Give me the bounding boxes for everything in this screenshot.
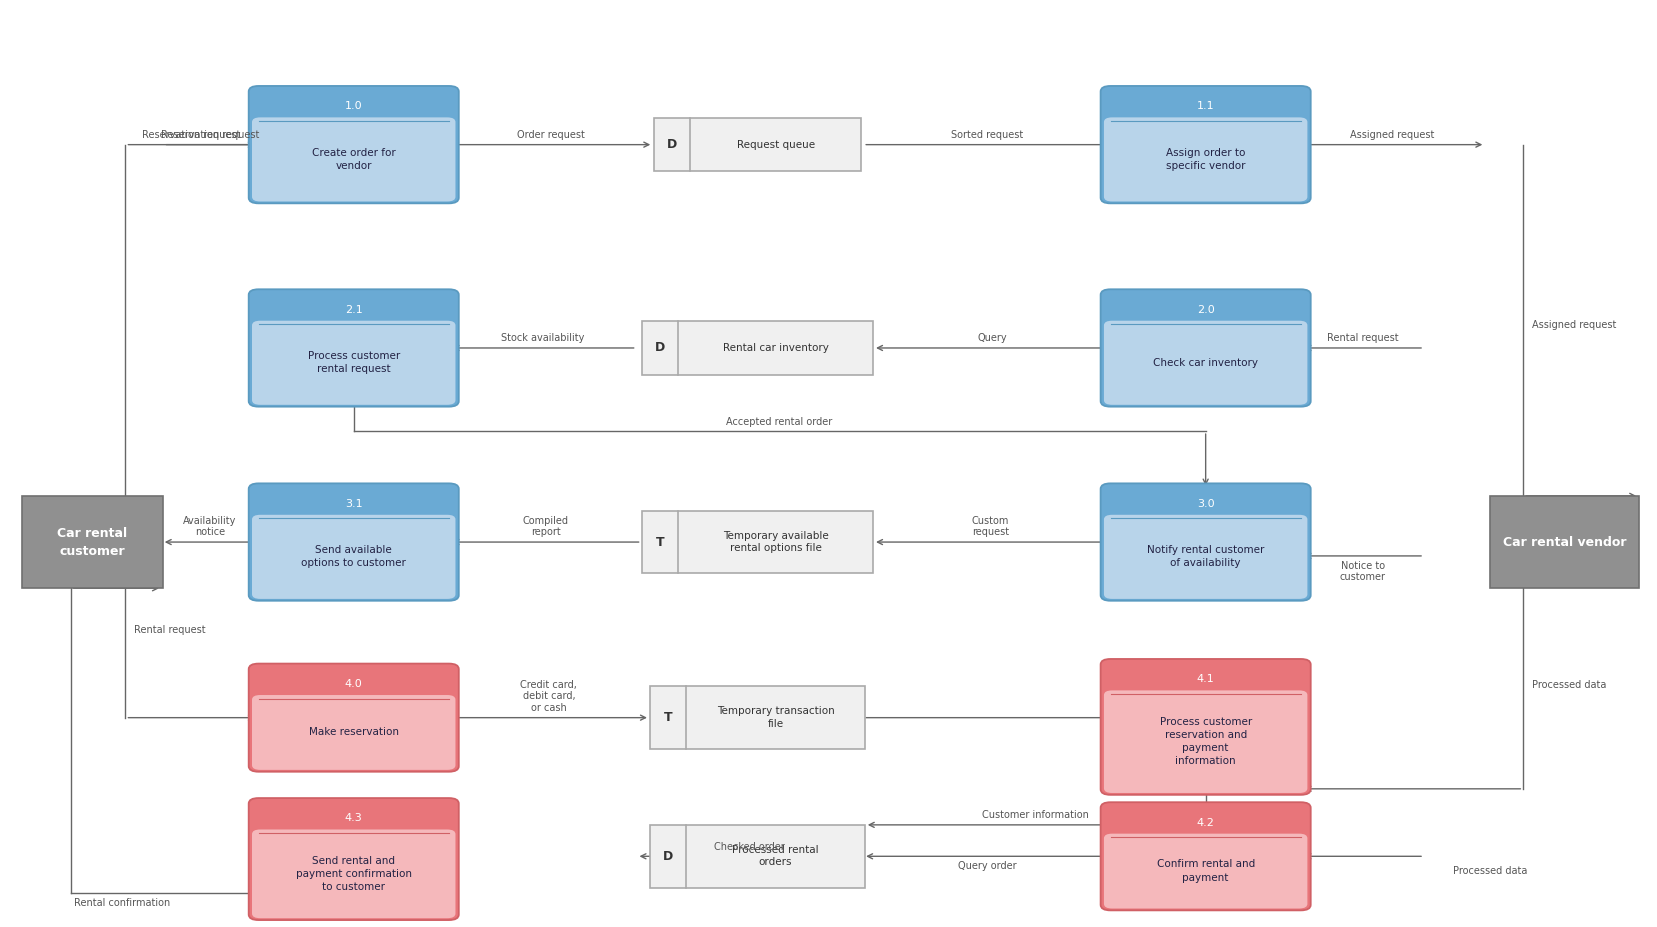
Bar bbox=[22, 496, 162, 589]
Text: Create order for
vendor: Create order for vendor bbox=[312, 147, 396, 171]
FancyBboxPatch shape bbox=[252, 514, 456, 599]
FancyBboxPatch shape bbox=[1100, 289, 1311, 407]
FancyBboxPatch shape bbox=[252, 118, 456, 201]
Text: Query: Query bbox=[978, 334, 1007, 343]
FancyBboxPatch shape bbox=[1104, 691, 1307, 793]
FancyBboxPatch shape bbox=[252, 695, 456, 770]
Bar bbox=[655, 118, 860, 171]
Text: Process customer
reservation and
payment
information: Process customer reservation and payment… bbox=[1160, 717, 1251, 767]
FancyBboxPatch shape bbox=[249, 798, 459, 921]
Bar bbox=[1490, 496, 1639, 589]
Text: Order request: Order request bbox=[517, 130, 585, 140]
Text: Customer information: Customer information bbox=[983, 810, 1089, 820]
Text: 1.1: 1.1 bbox=[1196, 101, 1215, 111]
Text: 4.3: 4.3 bbox=[345, 813, 363, 823]
Text: Confirm rental and
payment: Confirm rental and payment bbox=[1157, 859, 1254, 883]
Text: Make reservation: Make reservation bbox=[308, 728, 399, 738]
Text: Processed data: Processed data bbox=[1531, 680, 1606, 691]
Text: Rental request: Rental request bbox=[134, 625, 205, 635]
FancyBboxPatch shape bbox=[252, 830, 456, 919]
Text: Assign order to
specific vendor: Assign order to specific vendor bbox=[1167, 147, 1246, 171]
Text: Notice to
customer: Notice to customer bbox=[1341, 561, 1385, 582]
Text: Processed
data: Processed data bbox=[1531, 531, 1581, 552]
FancyBboxPatch shape bbox=[249, 483, 459, 601]
Text: Send rental and
payment confirmation
to customer: Send rental and payment confirmation to … bbox=[295, 856, 411, 892]
FancyBboxPatch shape bbox=[1104, 321, 1307, 405]
Text: Assigned request: Assigned request bbox=[1350, 130, 1435, 140]
FancyBboxPatch shape bbox=[1100, 483, 1311, 601]
Text: 2.1: 2.1 bbox=[345, 305, 363, 314]
FancyBboxPatch shape bbox=[249, 289, 459, 407]
Text: Rental request: Rental request bbox=[1327, 334, 1399, 343]
Text: Assigned request: Assigned request bbox=[1531, 320, 1616, 330]
FancyBboxPatch shape bbox=[1104, 833, 1307, 908]
Text: 4.1: 4.1 bbox=[1196, 674, 1215, 684]
Text: Notify rental customer
of availability: Notify rental customer of availability bbox=[1147, 545, 1264, 568]
FancyBboxPatch shape bbox=[249, 86, 459, 203]
Bar bbox=[650, 686, 865, 749]
Text: T: T bbox=[664, 711, 673, 724]
Text: Send available
options to customer: Send available options to customer bbox=[302, 545, 406, 568]
Bar bbox=[641, 321, 873, 375]
Text: Accepted rental order: Accepted rental order bbox=[726, 416, 832, 426]
Text: Processed rental
orders: Processed rental orders bbox=[732, 845, 819, 868]
Text: 1.0: 1.0 bbox=[345, 101, 363, 111]
Text: D: D bbox=[663, 850, 673, 863]
Text: D: D bbox=[668, 138, 678, 151]
Text: 4.0: 4.0 bbox=[345, 679, 363, 689]
FancyBboxPatch shape bbox=[1100, 802, 1311, 910]
Text: 2.0: 2.0 bbox=[1196, 305, 1215, 314]
Text: Rental confirmation: Rental confirmation bbox=[75, 898, 171, 908]
Text: 4.2: 4.2 bbox=[1196, 818, 1215, 828]
Bar bbox=[650, 825, 865, 888]
Text: Availability
notice: Availability notice bbox=[184, 515, 237, 538]
FancyBboxPatch shape bbox=[1104, 118, 1307, 201]
Text: Reservation request: Reservation request bbox=[143, 130, 240, 140]
FancyBboxPatch shape bbox=[252, 321, 456, 405]
Text: Checked order: Checked order bbox=[714, 842, 784, 852]
Text: Stock availability: Stock availability bbox=[500, 334, 583, 343]
Text: 3.0: 3.0 bbox=[1196, 499, 1215, 509]
FancyBboxPatch shape bbox=[1100, 86, 1311, 203]
Text: Car rental vendor: Car rental vendor bbox=[1503, 536, 1627, 549]
Text: Temporary available
rental options file: Temporary available rental options file bbox=[722, 531, 828, 553]
Text: T: T bbox=[656, 536, 664, 549]
Bar bbox=[641, 511, 873, 574]
FancyBboxPatch shape bbox=[249, 664, 459, 772]
Text: Reservation request: Reservation request bbox=[161, 130, 258, 140]
Text: Processed data: Processed data bbox=[1453, 866, 1528, 875]
FancyBboxPatch shape bbox=[1100, 659, 1311, 794]
Text: D: D bbox=[655, 341, 664, 354]
Text: Custom
request: Custom request bbox=[973, 515, 1009, 538]
Text: Query order: Query order bbox=[958, 861, 1017, 870]
FancyBboxPatch shape bbox=[1104, 514, 1307, 599]
Text: Check car inventory: Check car inventory bbox=[1153, 358, 1258, 368]
Text: Credit card,
debit card,
or cash: Credit card, debit card, or cash bbox=[520, 679, 577, 713]
Text: Rental car inventory: Rental car inventory bbox=[722, 343, 828, 353]
Text: Temporary transaction
file: Temporary transaction file bbox=[717, 706, 835, 729]
Text: Sorted request: Sorted request bbox=[951, 130, 1024, 140]
Text: Request queue: Request queue bbox=[736, 140, 815, 149]
Text: Car rental
customer: Car rental customer bbox=[58, 527, 128, 557]
Text: Process customer
rental request: Process customer rental request bbox=[308, 351, 399, 375]
Text: 3.1: 3.1 bbox=[345, 499, 363, 509]
Text: Compiled
report: Compiled report bbox=[522, 515, 568, 538]
